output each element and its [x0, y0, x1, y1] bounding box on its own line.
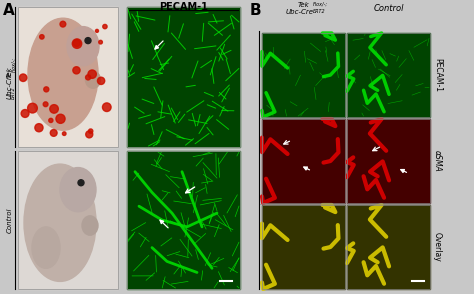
Ellipse shape: [28, 18, 98, 130]
Bar: [262, 205, 345, 289]
Ellipse shape: [32, 227, 60, 268]
Circle shape: [50, 129, 57, 136]
Circle shape: [85, 38, 91, 44]
Circle shape: [86, 75, 91, 80]
Bar: [262, 33, 345, 117]
Text: Flox/-;: Flox/-;: [312, 2, 328, 7]
Ellipse shape: [24, 164, 96, 281]
Bar: [347, 119, 430, 203]
Circle shape: [78, 180, 84, 186]
Text: Control: Control: [7, 207, 13, 233]
Text: Tek: Tek: [7, 66, 13, 78]
Circle shape: [43, 102, 48, 107]
Text: B: B: [250, 3, 262, 18]
Ellipse shape: [67, 26, 99, 66]
Bar: [347, 33, 430, 117]
Bar: [18, 7, 118, 147]
Bar: [262, 119, 345, 203]
Text: Ubc-Cre: Ubc-Cre: [7, 71, 13, 99]
Circle shape: [27, 103, 37, 113]
Text: Control: Control: [373, 4, 404, 13]
Circle shape: [35, 124, 43, 132]
Bar: [127, 151, 240, 289]
Circle shape: [88, 70, 96, 78]
Circle shape: [72, 39, 82, 49]
Circle shape: [56, 114, 65, 123]
Bar: [262, 119, 345, 203]
Circle shape: [102, 103, 111, 111]
Circle shape: [86, 131, 93, 138]
Ellipse shape: [82, 216, 98, 235]
Circle shape: [40, 35, 44, 39]
Circle shape: [19, 74, 27, 81]
Circle shape: [98, 77, 105, 84]
Circle shape: [63, 132, 66, 136]
Bar: [18, 151, 118, 289]
Text: ERT2: ERT2: [312, 9, 325, 14]
Bar: [347, 119, 430, 203]
Ellipse shape: [60, 168, 96, 212]
Bar: [127, 7, 240, 147]
Bar: [18, 7, 118, 147]
Text: PECAM-1: PECAM-1: [159, 2, 208, 12]
Circle shape: [95, 29, 99, 32]
Bar: [347, 205, 430, 289]
Bar: [262, 205, 345, 289]
Bar: [18, 151, 118, 289]
Text: ERT2: ERT2: [11, 87, 16, 99]
Ellipse shape: [85, 71, 100, 88]
Text: Flox/-;: Flox/-;: [11, 58, 16, 73]
Circle shape: [73, 67, 80, 74]
Circle shape: [21, 110, 29, 117]
Text: PECAM-1: PECAM-1: [433, 58, 442, 92]
Bar: [127, 7, 240, 147]
Bar: [347, 205, 430, 289]
Circle shape: [99, 40, 102, 44]
Circle shape: [60, 21, 66, 27]
Bar: [127, 151, 240, 289]
Bar: [262, 33, 345, 117]
Circle shape: [44, 87, 49, 92]
Circle shape: [50, 105, 58, 113]
Circle shape: [73, 40, 80, 46]
Text: A: A: [3, 3, 15, 18]
Circle shape: [89, 129, 93, 133]
Bar: [347, 33, 430, 117]
Text: Tek: Tek: [298, 2, 310, 8]
Text: Ubc-Cre: Ubc-Cre: [285, 9, 313, 15]
Circle shape: [103, 24, 107, 29]
Circle shape: [49, 118, 53, 123]
Text: Overlay: Overlay: [433, 232, 442, 262]
Text: αSMA: αSMA: [433, 150, 442, 172]
